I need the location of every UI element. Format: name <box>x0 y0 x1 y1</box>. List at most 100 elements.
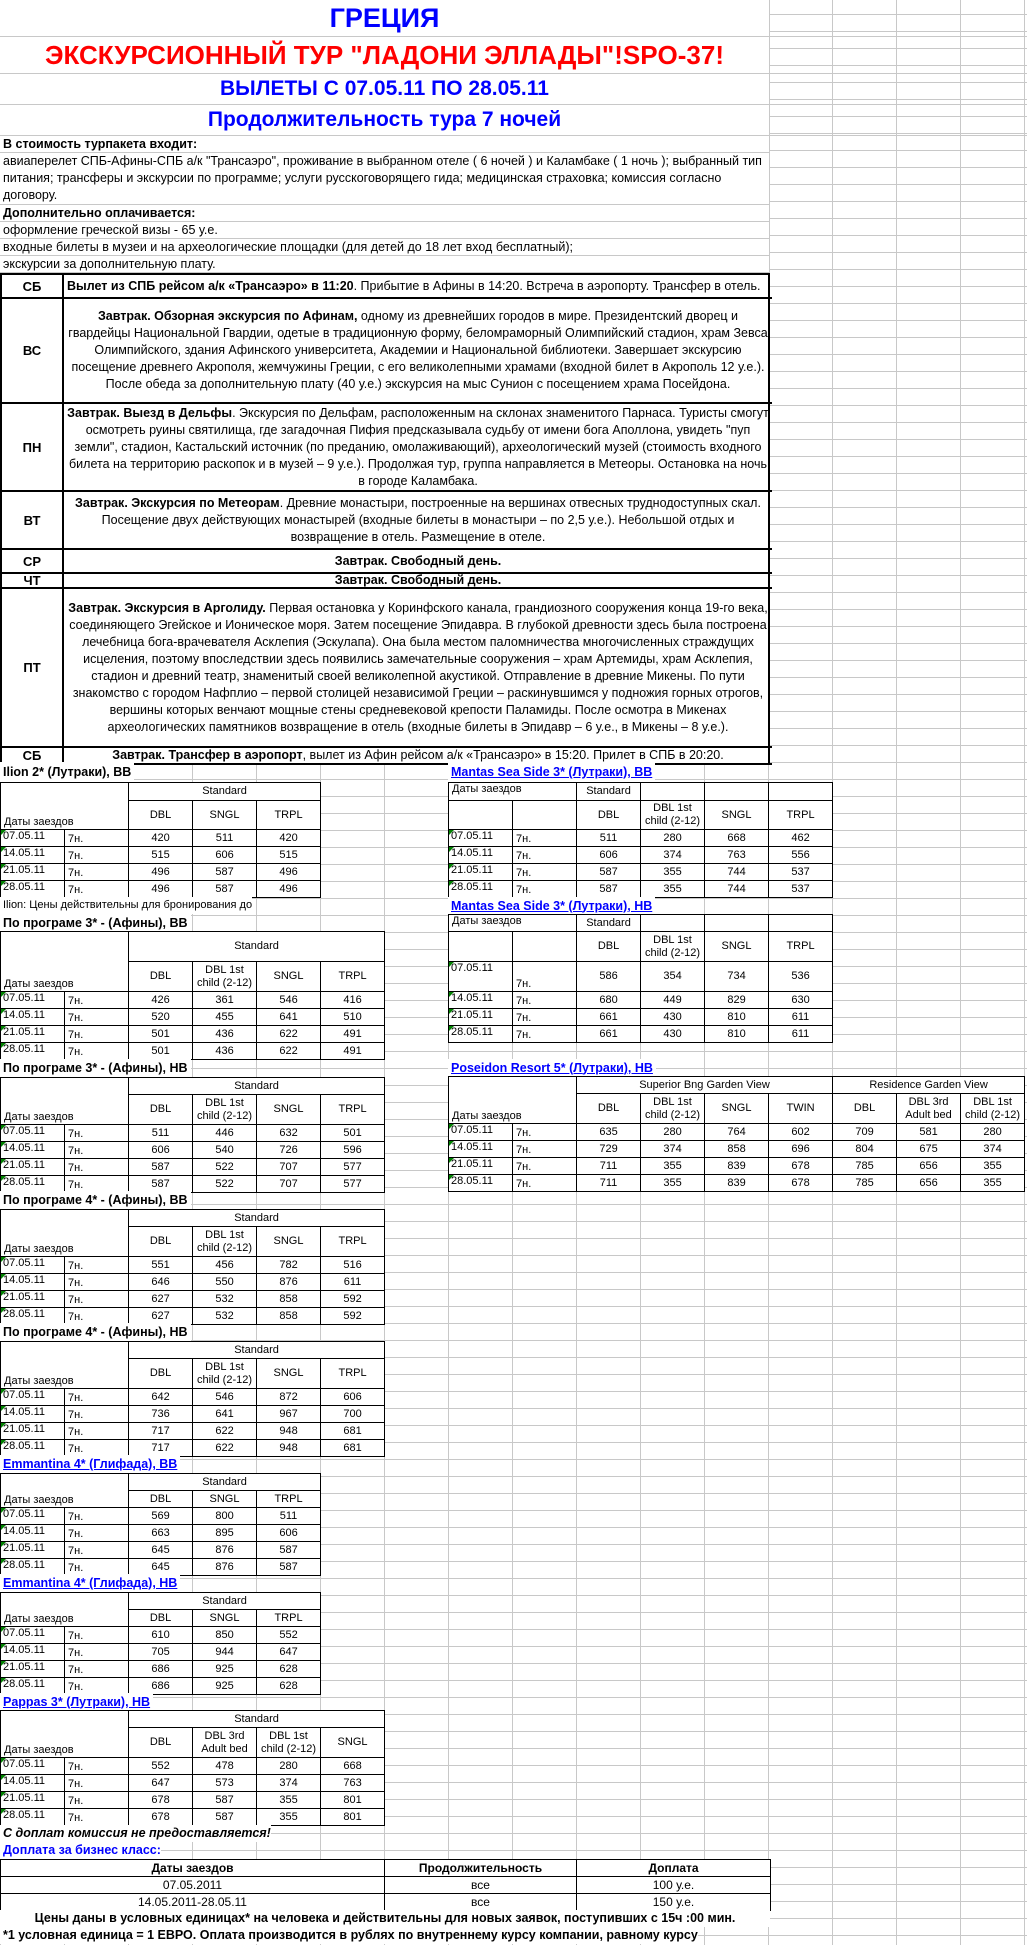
room-category: Standard <box>128 1077 386 1095</box>
nights: 7н. <box>511 1140 578 1158</box>
currency-note: *1 условная единица = 1 ЕВРО. Оплата про… <box>0 1927 698 1944</box>
room-category: Standard <box>128 782 322 801</box>
extra-item: оформление греческой визы - 65 у.е. <box>0 222 770 239</box>
dates-label: Даты заездов <box>0 1473 130 1508</box>
column-header: TWIN <box>768 1093 834 1124</box>
group-header-row: Даты заездов Standard <box>447 782 834 801</box>
price-cell: 355 <box>256 1808 322 1826</box>
arrival-date: 21.05.11 <box>0 1791 65 1809</box>
price-cell: 540 <box>192 1141 258 1159</box>
price-cell: 668 <box>320 1757 386 1775</box>
price-cell: 430 <box>640 1025 706 1043</box>
price-cell: 641 <box>256 1008 322 1026</box>
price-cell: 678 <box>768 1157 834 1175</box>
column-header: SNGL <box>704 931 770 962</box>
column-header-row: DBL SNGL TRPL <box>1 1609 322 1627</box>
table-row: 14.05.11 7н. 646 550 876 611 <box>0 1273 386 1291</box>
column-header-row: DBL DBL 1st child (2-12) SNGL TRPL <box>1 961 386 992</box>
price-cell: 876 <box>192 1541 258 1559</box>
price-cell: 587 <box>256 1541 322 1559</box>
nights: 7н. <box>511 1008 578 1026</box>
table-row: 28.05.11 7н. 496 587 496 <box>0 880 322 898</box>
price-cell: 436 <box>192 1025 258 1043</box>
hotel-link[interactable]: Mantas Sea Side 3* (Лутраки), HB <box>448 897 656 914</box>
price-cell: 478 <box>192 1757 258 1775</box>
day-description: Завтрак. Экскурсия по Метеорам. Древние … <box>64 492 772 548</box>
country-title: ГРЕЦИЯ <box>0 0 770 36</box>
price-cell: 785 <box>832 1157 898 1175</box>
day-details: . Древние монастыри, построенные на верш… <box>101 495 761 544</box>
hotel-link[interactable]: Emmantina 4* (Глифада), HB <box>0 1574 181 1592</box>
nights: 7н. <box>63 991 130 1009</box>
nights: 7н. <box>511 863 578 881</box>
arrival-date: 28.05.11 <box>0 1558 65 1576</box>
column-header: Продолжительность <box>384 1859 577 1877</box>
nights: 7н. <box>63 1388 130 1406</box>
price-cell: 744 <box>704 863 770 881</box>
header-row-country: ГРЕЦИЯ <box>0 0 1027 37</box>
hotel-link[interactable]: Emmantina 4* (Глифада), BB <box>0 1455 181 1473</box>
nights: 7н. <box>63 863 130 881</box>
price-cell: 647 <box>128 1774 194 1792</box>
group-header-row: Даты заездов Standard <box>0 1473 322 1508</box>
nights: 7н. <box>63 1757 130 1775</box>
table-row: 21.05.11 7н. 645 876 587 <box>0 1541 322 1559</box>
day-description: Завтрак. Свободный день. <box>64 550 772 572</box>
hotel-title: По програме 4* - (Афины), HB <box>0 1323 191 1341</box>
price-cell: 586 <box>576 961 642 992</box>
arrival-date: 21.05.11 <box>448 863 513 881</box>
hotel-price-table: Даты заездов Standard DBL DBL 3rd Adult bed… <box>0 1710 386 1826</box>
price-cell: 858 <box>704 1140 770 1158</box>
group-header-row: Даты заездов Standard <box>0 931 386 992</box>
dates-label: Даты заездов <box>0 1710 130 1758</box>
included-text: авиаперелет СПБ-Афины-СПБ а/к "Трансаэро… <box>0 153 770 205</box>
price-cell: 948 <box>256 1422 322 1440</box>
itinerary-day-row: ВС Завтрак. Обзорная экскурсия по Афинам,… <box>2 299 772 404</box>
price-cell: 622 <box>192 1422 258 1440</box>
table-row: 28.05.11 7н. 587 355 744 537 <box>448 880 834 898</box>
price-cell: 496 <box>256 863 322 881</box>
column-header: SNGL <box>256 1358 322 1389</box>
price-cell: 734 <box>704 961 770 992</box>
nights: 7н. <box>511 991 578 1009</box>
column-header: DBL 1st child (2-12) <box>256 1727 322 1758</box>
price-cell: 374 <box>640 1140 706 1158</box>
room-category: Standard <box>576 914 642 932</box>
day-description: Завтрак. Выезд в Дельфы. Экскурсия по Де… <box>64 404 772 490</box>
price-cell: 511 <box>192 829 258 847</box>
price-cell: 948 <box>256 1439 322 1457</box>
column-header: Доплата <box>576 1859 771 1877</box>
column-header: SNGL <box>320 1727 386 1758</box>
price-cell: 280 <box>640 829 706 847</box>
hotel-link[interactable]: Poseidon Resort 5* (Лутраки), HB <box>448 1059 656 1076</box>
price-cell: 810 <box>704 1025 770 1043</box>
hotel-link[interactable]: Mantas Sea Side 3* (Лутраки), BB <box>448 762 656 782</box>
room-category: Standard <box>128 1341 386 1359</box>
hotel-link[interactable]: Pappas 3* (Лутраки), HB <box>0 1693 154 1710</box>
price-cell: 551 <box>128 1256 194 1274</box>
arrival-date: 14.05.11 <box>0 1643 65 1661</box>
table-row: 14.05.11 7н. 680 449 829 630 <box>448 991 834 1009</box>
price-cell: 426 <box>128 991 194 1009</box>
table-row: 14.05.11 7н. 663 895 606 <box>0 1524 322 1542</box>
extra-title: Дополнительно оплачивается: <box>0 205 770 222</box>
dates-label: Даты заездов <box>0 931 130 992</box>
column-header: SNGL <box>256 961 322 992</box>
day-highlight: Завтрак. Выезд в Дельфы <box>67 405 233 420</box>
room-category: Standard <box>128 931 386 962</box>
price-cell: 537 <box>768 863 834 881</box>
price-cell: 611 <box>320 1273 386 1291</box>
dates-label: Даты заездов <box>447 782 578 801</box>
price-cell: 711 <box>576 1174 642 1192</box>
nights: 7н. <box>63 1405 130 1423</box>
price-cell: 355 <box>640 880 706 898</box>
price-cell: 280 <box>256 1757 322 1775</box>
price-cell: 680 <box>576 991 642 1009</box>
itinerary-day-row: ВТ Завтрак. Экскурсия по Метеорам. Древни… <box>2 492 772 550</box>
nights: 7н. <box>63 1774 130 1792</box>
nights: 7н. <box>63 1273 130 1291</box>
price-cell: 532 <box>192 1290 258 1308</box>
group-header-row: Даты заездов Standard <box>447 914 834 932</box>
arrival-date: 21.05.11 <box>0 1541 65 1559</box>
arrival-date: 21.05.11 <box>0 1422 65 1440</box>
